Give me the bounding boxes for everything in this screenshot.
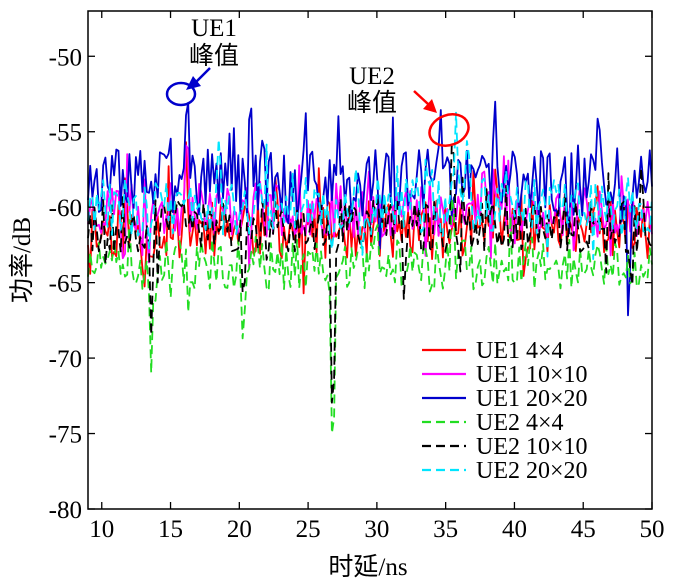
ue2-peak-circle: [428, 113, 470, 147]
y-tick-label: -65: [49, 271, 82, 298]
series-layer: [87, 100, 653, 435]
legend-label: UE1 20×20: [476, 386, 588, 412]
x-tick-label: 35: [433, 516, 458, 543]
y-tick-label: -70: [49, 346, 82, 373]
ue2-arrow-shaft: [413, 90, 429, 105]
ue1-annotation-line1: UE1: [191, 15, 237, 42]
y-axis-title: 功率/dB: [8, 217, 36, 303]
legend-label: UE1 4×4: [476, 338, 564, 364]
ue2-arrow-head: [423, 99, 437, 113]
ticks-layer: 10 15 20 25 30 35 40 45 50 -50 -55 -60 -65 -70 -75 -80: [49, 11, 665, 543]
legend-label: UE2 20×20: [476, 458, 588, 484]
x-axis-title: 时延/ns: [328, 553, 407, 581]
ue1-peak-circle: [165, 81, 197, 107]
ue1-arrow-head: [186, 76, 201, 90]
x-tick-label: 45: [571, 516, 596, 543]
legend-label: UE1 10×10: [476, 362, 588, 388]
x-tick-label: 25: [296, 516, 321, 543]
legend-label: UE2 4×4: [476, 410, 564, 436]
ue1-peak-annotation: UE1 峰值: [165, 15, 239, 107]
ue2-annotation-line1: UE2: [349, 63, 395, 90]
y-tick-label: -75: [49, 422, 82, 449]
series-line: [87, 144, 653, 269]
ue2-annotation-line2: 峰值: [347, 89, 397, 117]
y-tick-label: -55: [49, 120, 82, 147]
y-tick-label: -60: [49, 195, 82, 222]
plot-frame: [87, 10, 653, 510]
x-tick-label: 10: [89, 516, 114, 543]
y-tick-label: -80: [49, 497, 82, 524]
x-tick-label: 30: [364, 516, 389, 543]
x-tick-label: 50: [640, 516, 665, 543]
legend-label: UE2 10×10: [476, 434, 588, 460]
ue1-arrow-shaft: [195, 67, 211, 83]
x-tick-label: 40: [502, 516, 527, 543]
ue2-peak-annotation: UE2 峰值: [347, 63, 470, 147]
series-line: [87, 111, 653, 260]
series-line: [87, 197, 653, 435]
x-tick-label: 15: [158, 516, 183, 543]
y-tick-label: -50: [49, 44, 82, 71]
ue1-annotation-line2: 峰值: [189, 42, 239, 70]
x-tick-label: 20: [227, 516, 252, 543]
